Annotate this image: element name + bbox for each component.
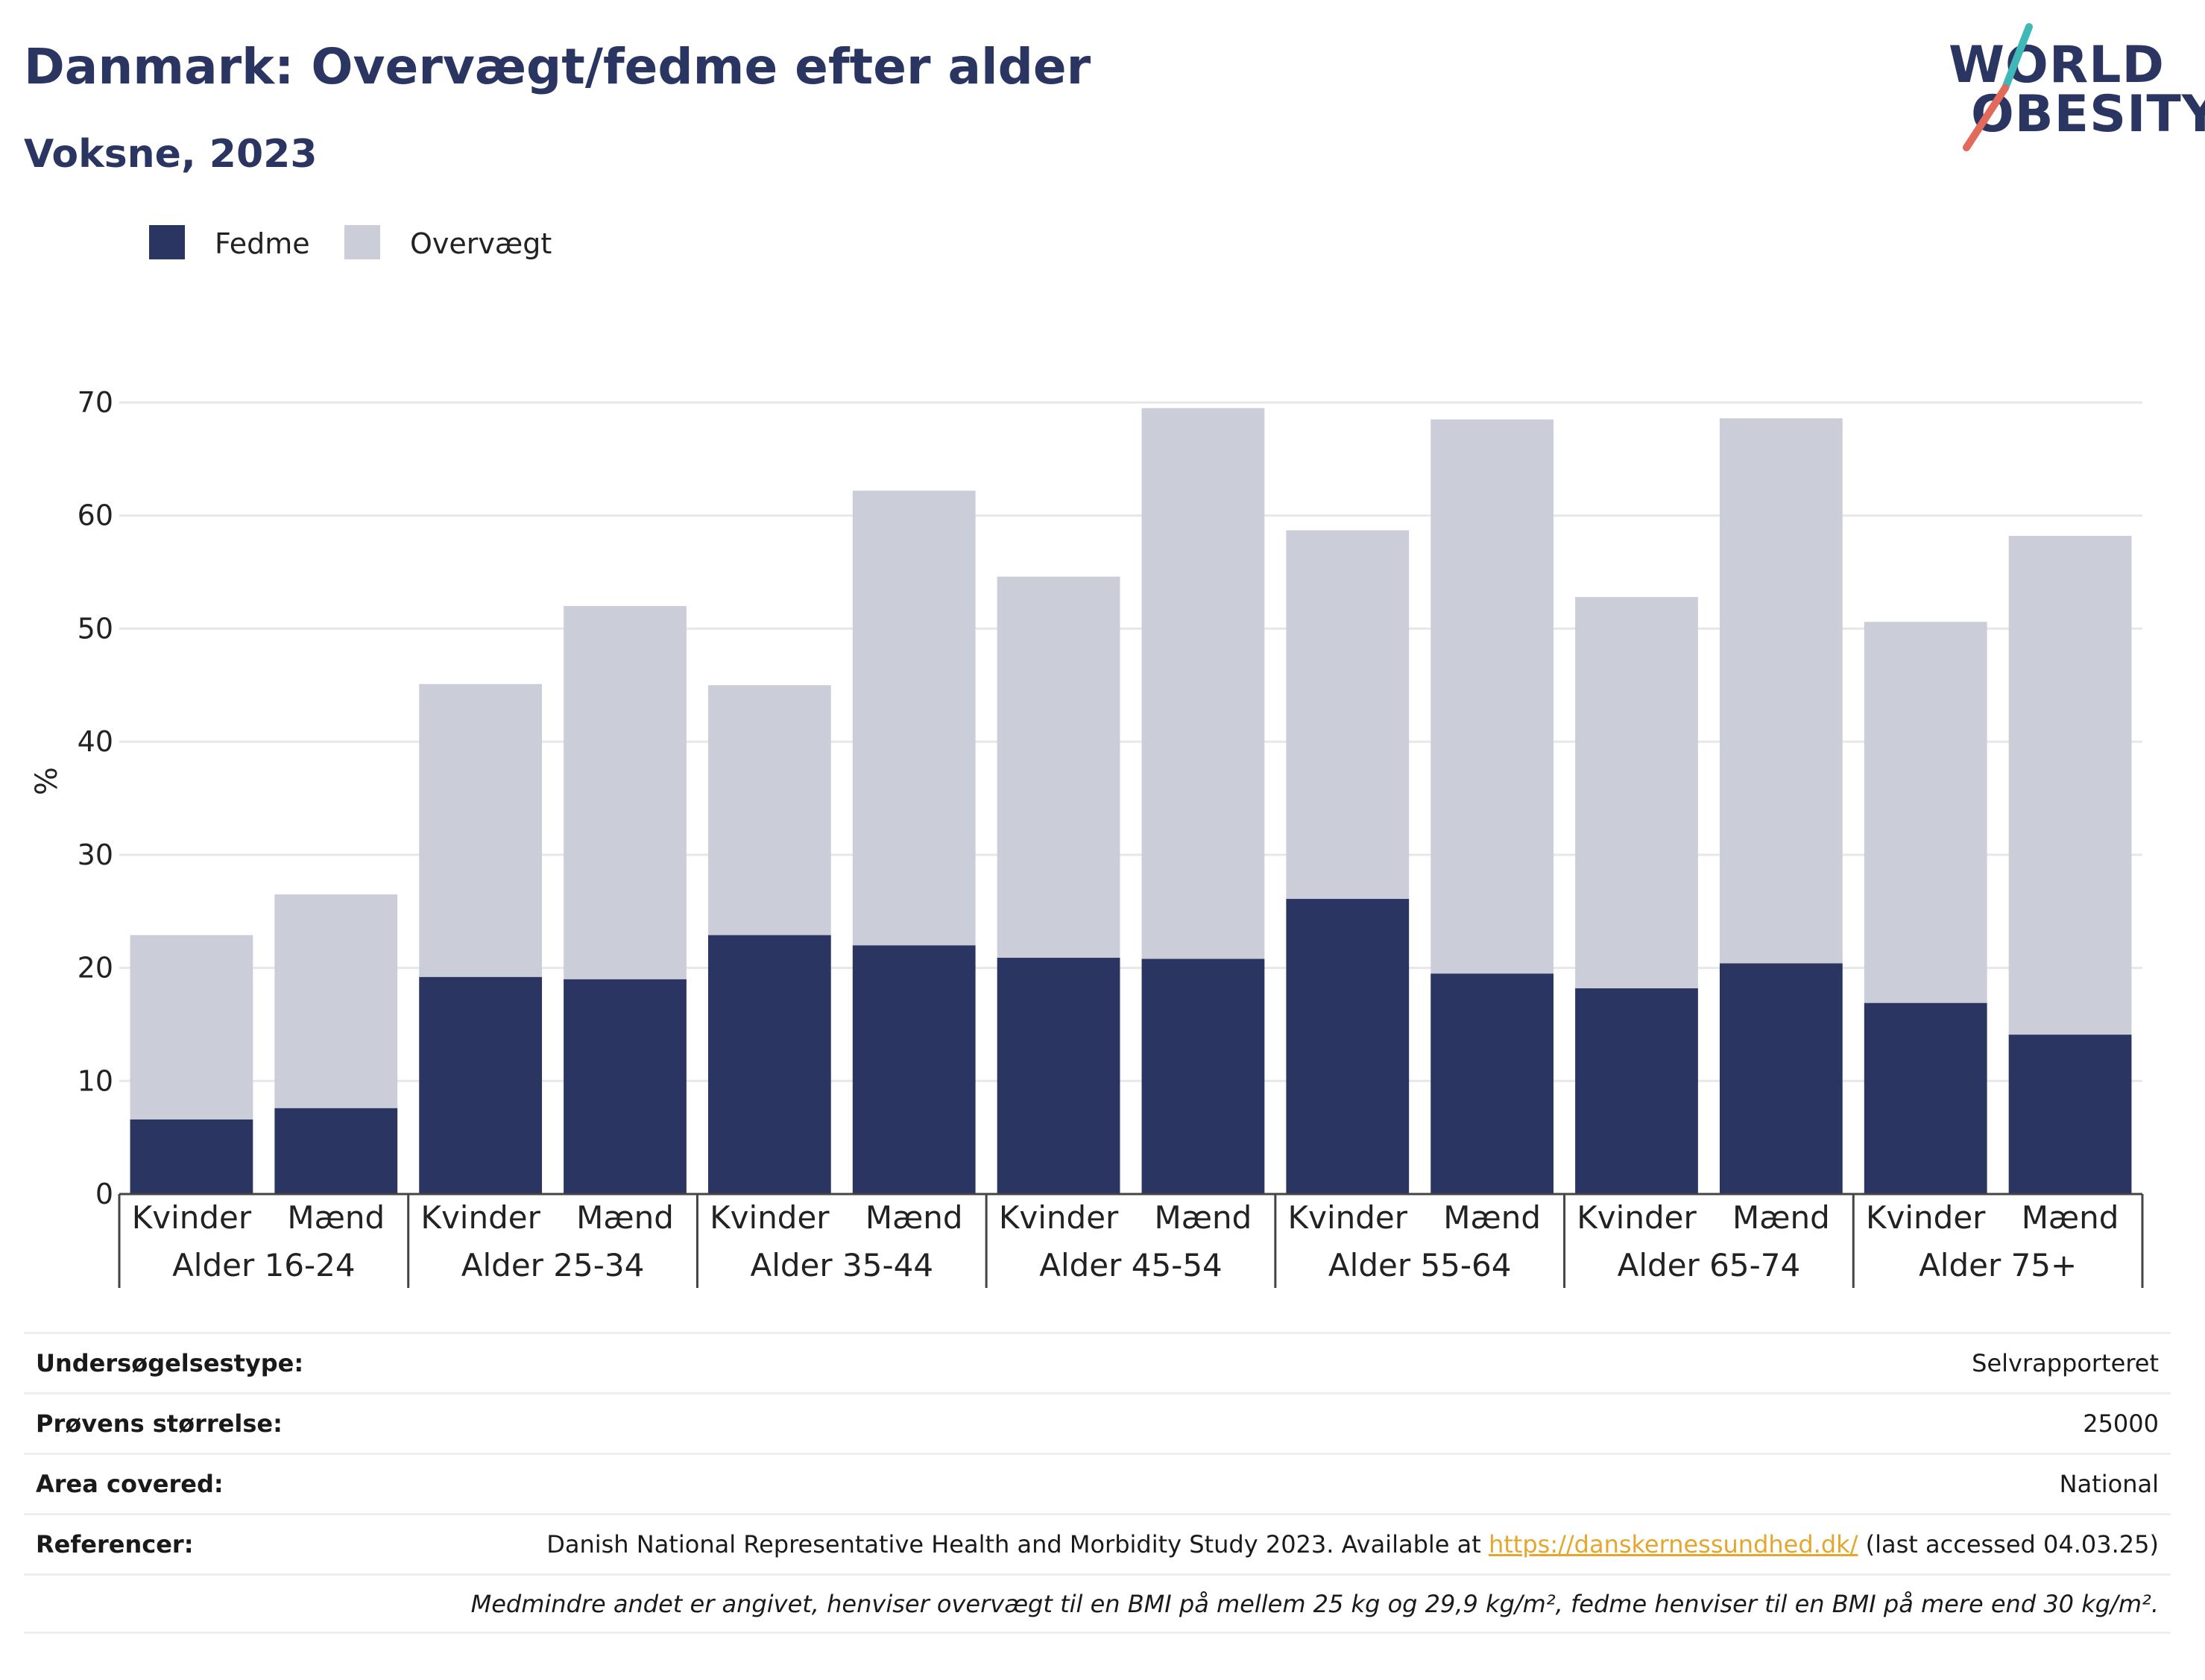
- page-title: Danmark: Overvægt/fedme efter alder: [24, 38, 1091, 95]
- x-subcategory-label: Kvinder: [1288, 1199, 1408, 1236]
- bar-fedme: [1864, 1002, 1987, 1194]
- bar-fedme: [707, 935, 831, 1194]
- logo-line2: OBESITY: [1971, 85, 2205, 144]
- logo-red-stroke: [1963, 84, 2009, 151]
- legend-swatch-fedme: [149, 225, 185, 259]
- info-row-survey-type: Undersøgelsestype: Selvrapporteret: [24, 1332, 2171, 1392]
- info-table: Undersøgelsestype: Selvrapporteret Prøve…: [24, 1332, 2171, 1634]
- x-subcategory-label: Kvinder: [999, 1199, 1119, 1236]
- bar-overvaegt: [1286, 530, 1410, 900]
- bar-fedme: [419, 976, 543, 1194]
- bar-overvaegt: [130, 935, 253, 1120]
- y-tick-label: 0: [95, 1178, 113, 1210]
- bar-overvaegt: [707, 685, 831, 935]
- y-tick-label: 70: [78, 386, 113, 419]
- y-tick-label: 30: [78, 839, 113, 871]
- bar-fedme: [2008, 1035, 2132, 1194]
- legend-label-fedme: Fedme: [215, 227, 310, 260]
- bar-fedme: [852, 945, 976, 1194]
- x-subcategory-label: Kvinder: [1577, 1199, 1697, 1236]
- info-label: Referencer:: [36, 1530, 194, 1559]
- bar-fedme: [130, 1119, 253, 1194]
- legend: Fedme Overvægt: [149, 225, 552, 260]
- bar-overvaegt: [997, 576, 1120, 958]
- x-group-label: Alder 16-24: [172, 1247, 356, 1283]
- legend-label-overvaegt: Overvægt: [410, 227, 552, 260]
- x-group-label: Alder 65-74: [1618, 1247, 1801, 1283]
- x-subcategory-label: Mænd: [865, 1199, 963, 1236]
- x-subcategory-label: Kvinder: [1866, 1199, 1986, 1236]
- info-row-area: Area covered: National: [24, 1453, 2171, 1513]
- bar-overvaegt: [564, 606, 687, 979]
- y-tick-label: 10: [78, 1064, 113, 1097]
- x-subcategory-label: Mænd: [1155, 1199, 1252, 1236]
- bar-fedme: [274, 1108, 398, 1194]
- info-value: National: [2059, 1470, 2159, 1498]
- logo-teal-stroke: [2001, 23, 2033, 92]
- x-subcategory-label: Kvinder: [132, 1199, 252, 1236]
- x-subcategory-label: Mænd: [1732, 1199, 1830, 1236]
- info-row-references: Referencer: Danish National Representati…: [24, 1513, 2171, 1573]
- info-value: Selvrapporteret: [1972, 1349, 2159, 1377]
- info-label: Prøvens størrelse:: [36, 1409, 283, 1438]
- info-row-note: Medmindre andet er angivet, henviser ove…: [24, 1573, 2171, 1634]
- x-subcategory-label: Mænd: [2022, 1199, 2119, 1236]
- x-subcategory-label: Mænd: [576, 1199, 674, 1236]
- bar-overvaegt: [1719, 418, 1843, 964]
- x-group-label: Alder 45-54: [1039, 1247, 1223, 1283]
- x-subcategory-label: Mænd: [287, 1199, 385, 1236]
- bar-overvaegt: [1864, 622, 1987, 1003]
- reference-link[interactable]: https://danskernessundhed.dk/: [1488, 1530, 1858, 1559]
- bar-fedme: [564, 979, 687, 1194]
- world-obesity-logo: WORLD OBESITY: [1949, 23, 2205, 151]
- y-axis-ticks: 0 10 20 30 40 50 60 70: [78, 386, 113, 1210]
- bar-overvaegt: [1141, 408, 1265, 959]
- bar-fedme: [997, 957, 1120, 1194]
- bar-overvaegt: [1575, 596, 1698, 988]
- logo-line1: WORLD: [1949, 36, 2165, 95]
- bar-overvaegt: [852, 490, 976, 946]
- y-axis-label: %: [30, 767, 64, 795]
- bar-fedme: [1719, 963, 1843, 1194]
- bar-fedme: [1286, 899, 1410, 1194]
- x-subcategory-label: Kvinder: [710, 1199, 830, 1236]
- x-group-label: Alder 35-44: [751, 1247, 934, 1283]
- bar-overvaegt: [419, 683, 543, 977]
- info-label: Area covered:: [36, 1470, 224, 1498]
- y-tick-label: 50: [78, 612, 113, 645]
- bar-fedme: [1430, 973, 1554, 1194]
- y-tick-label: 40: [78, 725, 113, 758]
- bmi-note: Medmindre andet er angivet, henviser ove…: [470, 1589, 2159, 1618]
- legend-swatch-overvaegt: [344, 225, 380, 259]
- x-subcategory-label: Kvinder: [420, 1199, 540, 1236]
- bar-overvaegt: [274, 894, 398, 1108]
- x-axis: Kvinder Mænd Kvinder Mænd Kvinder Mænd Kvinder…: [118, 1193, 2144, 1288]
- info-row-sample-size: Prøvens størrelse: 25000: [24, 1392, 2171, 1453]
- x-subcategory-label: Mænd: [1443, 1199, 1541, 1236]
- chart: Danmark: Overvægt/fedme efter alder Voks…: [24, 23, 2205, 1288]
- x-group-label: Alder 75+: [1919, 1247, 2077, 1283]
- reference-value: Danish National Representative Health an…: [546, 1530, 2159, 1559]
- x-group-label: Alder 25-34: [461, 1247, 645, 1283]
- reference-text: Danish National Representative Health an…: [546, 1530, 1489, 1559]
- page-subtitle: Voksne, 2023: [24, 132, 318, 177]
- reference-accessed: (last accessed 04.03.25): [1858, 1530, 2159, 1559]
- x-group-label: Alder 55-64: [1328, 1247, 1512, 1283]
- y-tick-label: 60: [78, 499, 113, 532]
- bar-overvaegt: [1430, 419, 1554, 974]
- info-value: 25000: [2083, 1409, 2159, 1438]
- bar-fedme: [1141, 959, 1265, 1194]
- bar-fedme: [1575, 988, 1698, 1194]
- y-tick-label: 20: [78, 952, 113, 985]
- bars: [130, 408, 2132, 1194]
- info-label: Undersøgelsestype:: [36, 1349, 304, 1377]
- bar-overvaegt: [2008, 536, 2132, 1035]
